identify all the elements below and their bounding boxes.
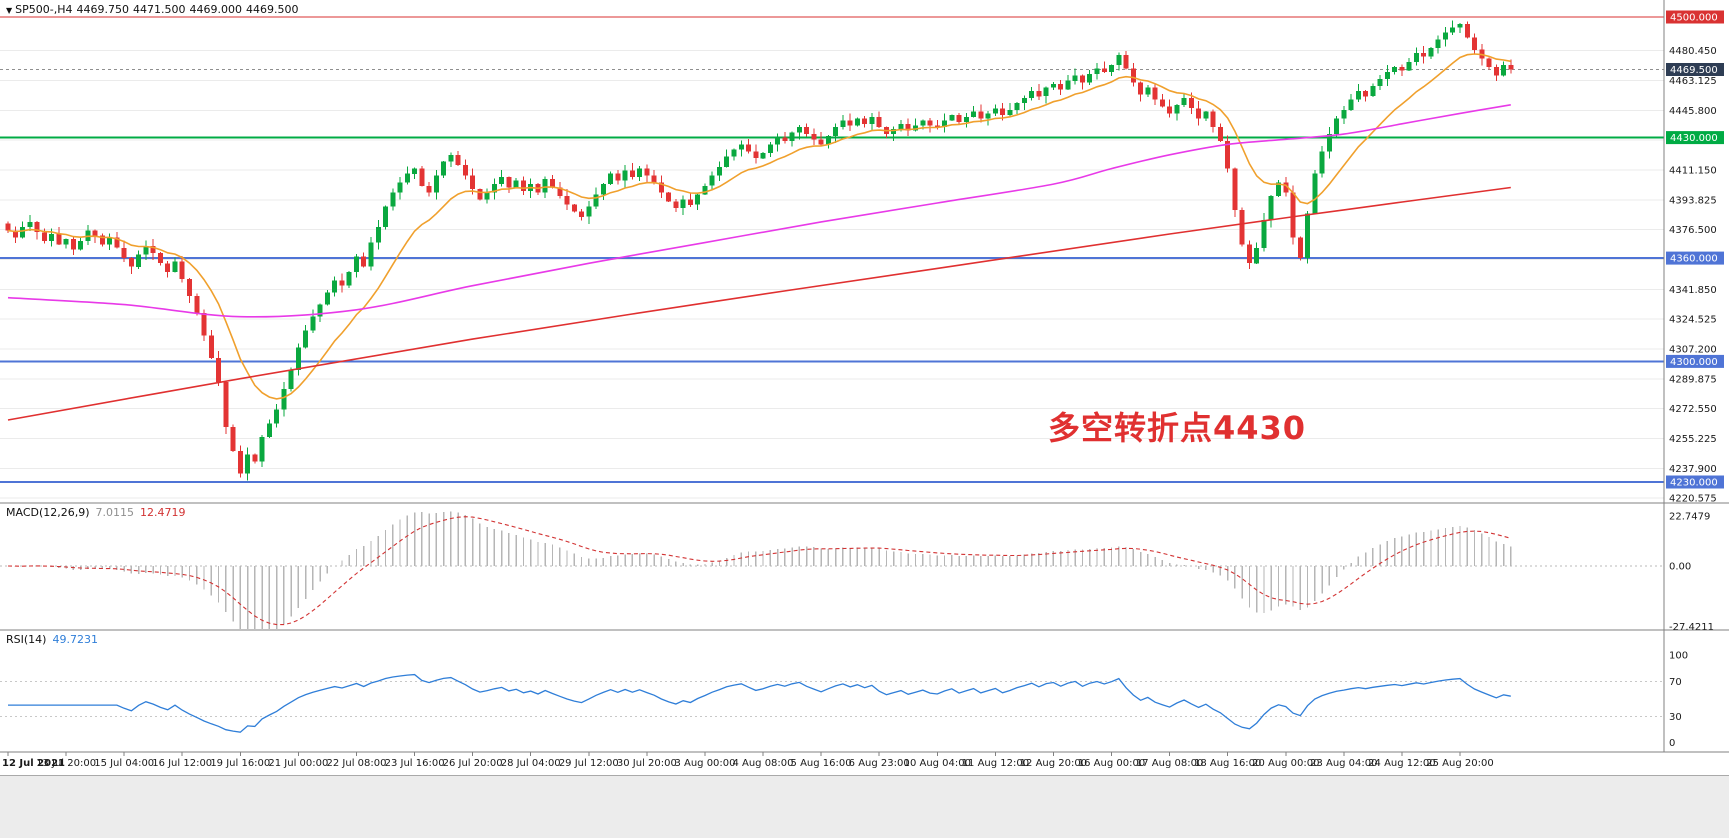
price-badge-4430.000: 4430.000 xyxy=(1666,131,1724,145)
svg-text:4393.825: 4393.825 xyxy=(1669,195,1717,206)
horizontal-lines-layer[interactable] xyxy=(0,16,1664,483)
svg-text:4272.550: 4272.550 xyxy=(1669,404,1717,415)
panel-splitters[interactable] xyxy=(0,0,1729,753)
rsi-line xyxy=(8,673,1511,733)
chart-ohlc-header: ▼ SP500-,H4 4469.750 4471.500 4469.000 4469.5… xyxy=(6,3,303,16)
svg-text:23 Aug 04:00: 23 Aug 04:00 xyxy=(1310,758,1377,769)
svg-text:22.7479: 22.7479 xyxy=(1669,512,1710,523)
macd-signal-value: 12.4719 xyxy=(140,506,186,519)
svg-text:4230.000: 4230.000 xyxy=(1670,478,1718,489)
slow-ma-line xyxy=(7,186,1511,421)
svg-text:4341.850: 4341.850 xyxy=(1669,285,1717,296)
svg-text:16 Jul 12:00: 16 Jul 12:00 xyxy=(152,758,212,769)
svg-text:4 Aug 08:00: 4 Aug 08:00 xyxy=(732,758,793,769)
svg-text:4300.000: 4300.000 xyxy=(1670,357,1718,368)
svg-text:24 Aug 12:00: 24 Aug 12:00 xyxy=(1368,758,1435,769)
svg-text:4360.000: 4360.000 xyxy=(1670,254,1718,265)
price-badge-4230.000: 4230.000 xyxy=(1666,475,1724,489)
moving-averages-layer xyxy=(7,53,1511,421)
svg-text:16 Aug 00:00: 16 Aug 00:00 xyxy=(1078,758,1145,769)
price-scale: 4480.4504463.1254445.8004428.4754411.150… xyxy=(1669,46,1717,749)
svg-text:30: 30 xyxy=(1669,712,1682,723)
price-grid-layer xyxy=(0,50,1664,499)
macd-name: MACD(12,26,9) xyxy=(6,506,90,519)
svg-text:4500.000: 4500.000 xyxy=(1670,13,1718,24)
macd-main-value: 7.0115 xyxy=(95,506,135,519)
svg-text:4289.875: 4289.875 xyxy=(1669,374,1717,385)
svg-text:6 Aug 23:00: 6 Aug 23:00 xyxy=(849,758,910,769)
svg-text:4411.150: 4411.150 xyxy=(1669,166,1717,177)
svg-text:4237.900: 4237.900 xyxy=(1669,464,1717,475)
svg-text:4255.225: 4255.225 xyxy=(1669,434,1717,445)
chart-dropdown-icon[interactable]: ▼ xyxy=(6,6,13,15)
svg-text:0.00: 0.00 xyxy=(1669,562,1691,573)
svg-text:4220.575: 4220.575 xyxy=(1669,494,1717,505)
svg-text:22 Jul 08:00: 22 Jul 08:00 xyxy=(327,758,387,769)
ohlc-close: 4469.500 xyxy=(246,3,299,16)
svg-text:13 Jul 20:00: 13 Jul 20:00 xyxy=(36,758,96,769)
svg-text:10 Aug 04:00: 10 Aug 04:00 xyxy=(904,758,971,769)
svg-text:18 Aug 16:00: 18 Aug 16:00 xyxy=(1194,758,1261,769)
rsi-indicator-label: RSI(14) 49.7231 xyxy=(6,633,98,646)
macd-signal-line xyxy=(7,516,1511,626)
macd-panel xyxy=(0,511,1664,629)
price-badge-4500.000: 4500.000 xyxy=(1666,10,1724,24)
svg-text:-27.4211: -27.4211 xyxy=(1669,622,1714,633)
price-badge-current: 4469.500 xyxy=(1666,63,1724,76)
price-badge-4360.000: 4360.000 xyxy=(1666,251,1724,265)
chart-annotation-text[interactable]: 多空转折点4430 xyxy=(1048,409,1307,447)
svg-text:12 Jul 2021: 12 Jul 2021 xyxy=(2,758,65,769)
status-strip xyxy=(0,775,1729,838)
macd-histogram xyxy=(14,511,1512,629)
svg-text:15 Jul 04:00: 15 Jul 04:00 xyxy=(94,758,154,769)
fast-ma-line xyxy=(7,53,1511,400)
svg-text:4307.200: 4307.200 xyxy=(1669,345,1717,356)
svg-text:4430.000: 4430.000 xyxy=(1670,133,1718,144)
svg-text:29 Jul 12:00: 29 Jul 12:00 xyxy=(559,758,619,769)
rsi-value: 49.7231 xyxy=(52,633,98,646)
svg-text:4469.500: 4469.500 xyxy=(1670,65,1718,76)
svg-text:20 Aug 00:00: 20 Aug 00:00 xyxy=(1252,758,1319,769)
svg-text:23 Jul 16:00: 23 Jul 16:00 xyxy=(385,758,445,769)
chart-canvas[interactable]: 4480.4504463.1254445.8004428.4754411.150… xyxy=(0,0,1729,775)
svg-text:21 Jul 00:00: 21 Jul 00:00 xyxy=(268,758,328,769)
chart-area[interactable]: 4480.4504463.1254445.8004428.4754411.150… xyxy=(0,0,1729,775)
svg-text:28 Jul 04:00: 28 Jul 04:00 xyxy=(501,758,561,769)
price-badges: 4500.000 4430.000 4360.000 4300.000 4230.000… xyxy=(1666,10,1724,489)
svg-text:19 Jul 16:00: 19 Jul 16:00 xyxy=(210,758,270,769)
candles-layer xyxy=(5,20,1514,481)
price-badge-4300.000: 4300.000 xyxy=(1666,354,1724,368)
mid-ma-line xyxy=(7,104,1511,318)
ohlc-high: 4471.500 xyxy=(133,3,186,16)
svg-text:0: 0 xyxy=(1669,738,1675,749)
svg-text:3 Aug 00:00: 3 Aug 00:00 xyxy=(674,758,735,769)
svg-text:4445.800: 4445.800 xyxy=(1669,106,1717,117)
svg-text:100: 100 xyxy=(1669,651,1688,662)
svg-text:4324.525: 4324.525 xyxy=(1669,315,1717,326)
svg-text:30 Jul 20:00: 30 Jul 20:00 xyxy=(617,758,677,769)
svg-text:4463.125: 4463.125 xyxy=(1669,76,1717,87)
svg-text:4480.450: 4480.450 xyxy=(1669,46,1717,57)
rsi-panel xyxy=(0,673,1664,733)
macd-indicator-label: MACD(12,26,9) 7.0115 12.4719 xyxy=(6,506,186,519)
svg-text:12 Aug 20:00: 12 Aug 20:00 xyxy=(1020,758,1087,769)
svg-text:11 Aug 12:00: 11 Aug 12:00 xyxy=(962,758,1029,769)
rsi-name: RSI(14) xyxy=(6,633,47,646)
svg-text:70: 70 xyxy=(1669,677,1682,688)
svg-text:17 Aug 08:00: 17 Aug 08:00 xyxy=(1136,758,1203,769)
ohlc-low: 4469.000 xyxy=(189,3,243,16)
svg-text:26 Jul 20:00: 26 Jul 20:00 xyxy=(443,758,503,769)
symbol-period-label: SP500-,H4 xyxy=(15,3,73,16)
svg-text:4376.500: 4376.500 xyxy=(1669,225,1717,236)
svg-text:25 Aug 20:00: 25 Aug 20:00 xyxy=(1426,758,1493,769)
svg-text:5 Aug 16:00: 5 Aug 16:00 xyxy=(791,758,852,769)
ohlc-open: 4469.750 xyxy=(76,3,130,16)
